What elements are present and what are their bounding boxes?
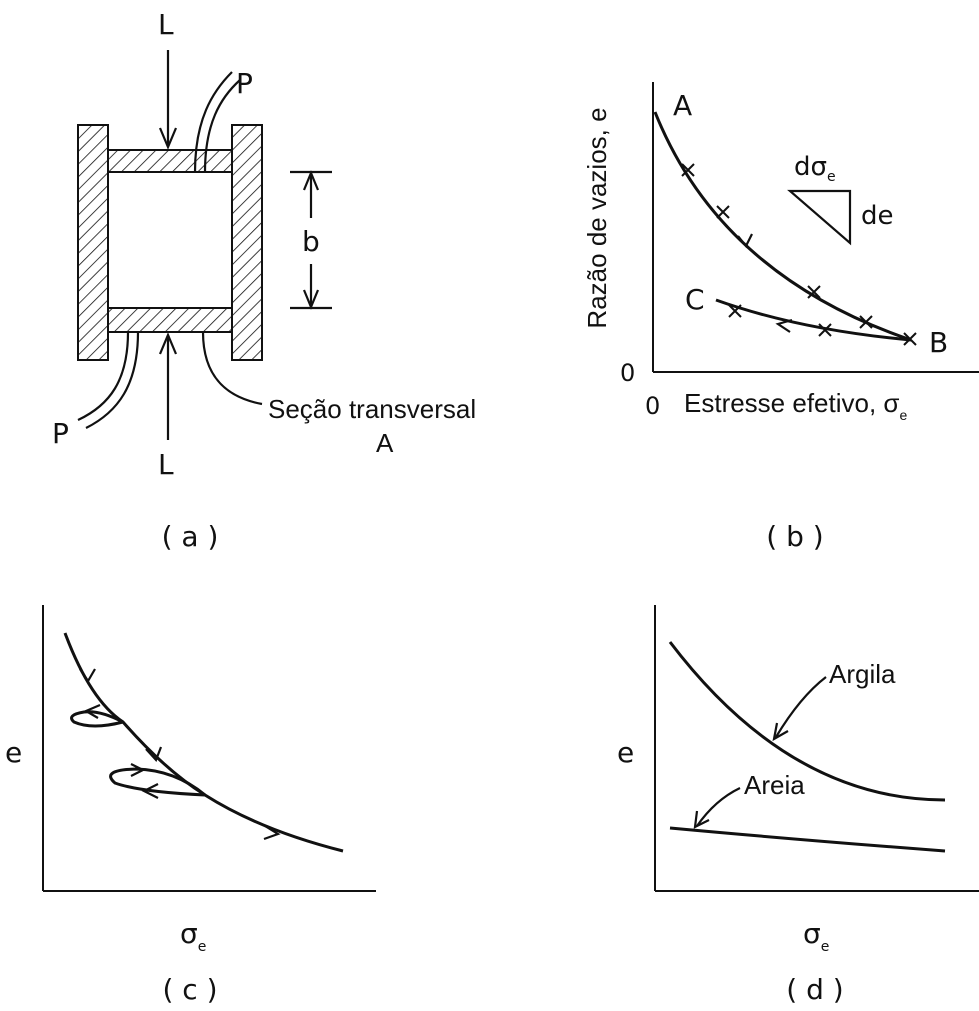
arrow-5 [141, 783, 159, 799]
arrow-1 [79, 668, 96, 684]
drain-pipe-bottom-inner [85, 331, 140, 429]
panel-c-hysteresis-curve: e σe ( c ) [5, 605, 376, 1006]
load-arrowhead-top [158, 127, 178, 150]
label-P-top: P [236, 67, 253, 100]
x-origin-label: 0 [645, 392, 660, 420]
panel-d-clay-vs-sand: Argila Areia e σe ( d ) [617, 605, 979, 1006]
label-L-top: L [158, 8, 174, 41]
drain-pipe-bottom [77, 331, 130, 421]
reload-loop-1 [70, 710, 124, 728]
x-axis-title: Estresse efetivo, σe [684, 388, 907, 423]
y-origin-label: 0 [620, 359, 635, 387]
loading-curve-AB [653, 111, 912, 342]
arrow-2 [83, 703, 101, 719]
y-axis-title: e [617, 736, 634, 769]
label-sand: Areia [744, 770, 805, 800]
data-markers [681, 163, 917, 346]
dim-arrowhead-down [302, 289, 320, 310]
clay-leader-line [775, 676, 827, 738]
slope-label-de: de [861, 201, 894, 231]
arrow-loading [737, 233, 753, 249]
load-arrowhead-bottom [158, 332, 178, 355]
label-P-bottom: P [52, 417, 69, 450]
caption-c: ( c ) [162, 973, 217, 1006]
slope-triangle [787, 189, 852, 246]
panel-a-oedometer: L P b P L Seção transversal A ( a ) [52, 8, 476, 553]
clay-leader-arrowhead [772, 722, 789, 742]
sand-leader-arrowhead [693, 810, 710, 829]
section-label-line1: Seção transversal [268, 394, 476, 424]
panel-b-compression-curve: A C B dσe de Razão de vazios, e 0 0 Estr… [582, 82, 979, 553]
x-axis-title: σe [803, 917, 829, 955]
arrow-6 [263, 825, 281, 841]
point-C: C [685, 283, 705, 316]
left-wall [77, 124, 109, 361]
dim-arrowhead-up [302, 170, 320, 191]
label-clay: Argila [829, 659, 896, 689]
unloading-curve-BC [715, 298, 912, 342]
section-label-line2: A [376, 428, 394, 458]
clay-curve [668, 641, 946, 802]
top-plate [107, 149, 233, 173]
point-A: A [673, 89, 692, 122]
caption-b: ( b ) [766, 520, 823, 553]
drain-pipe-top-inner [203, 79, 241, 173]
label-L-bottom: L [158, 448, 174, 481]
reload-loop-2 [109, 767, 206, 797]
caption-a: ( a ) [162, 520, 219, 553]
sand-curve [669, 826, 946, 853]
sand-leader-line [696, 787, 741, 827]
point-B: B [929, 326, 948, 359]
drain-pipe-top [193, 71, 233, 173]
virgin-curve [63, 632, 344, 853]
arrow-3 [145, 746, 163, 763]
y-axis-title: Razão de vazios, e [582, 107, 612, 328]
slope-label-dsigma: dσe [794, 152, 836, 185]
y-axis-title: e [5, 736, 22, 769]
label-b: b [302, 225, 320, 258]
arrow-unloading [775, 318, 793, 333]
caption-d: ( d ) [786, 973, 843, 1006]
section-leader-line [201, 331, 263, 406]
bottom-plate [107, 307, 233, 333]
right-wall [231, 124, 263, 361]
x-axis-title: σe [180, 917, 206, 955]
arrow-4 [130, 763, 146, 777]
